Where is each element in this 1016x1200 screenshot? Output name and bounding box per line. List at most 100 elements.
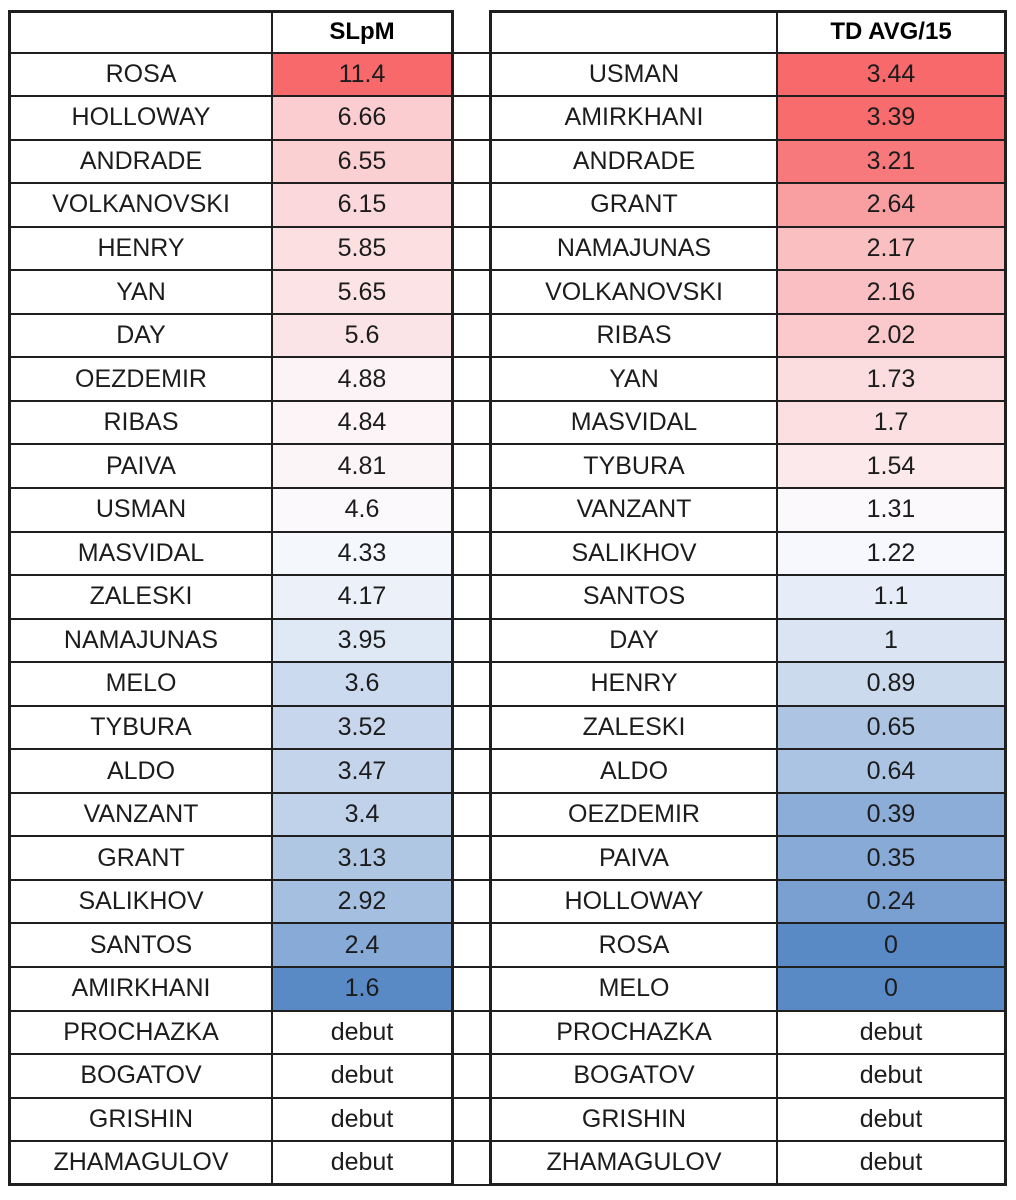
stat-value-cell: 3.4 [273, 793, 454, 838]
fighter-name-cell: SALIKHOV [8, 880, 273, 925]
fighter-name-cell: TYBURA [8, 706, 273, 751]
stat-value-cell: 1.54 [778, 445, 1007, 490]
fighter-name-cell: YAN [8, 271, 273, 315]
stats-heatmap-grid: SLpM TD AVG/15 ROSA 11.4 USMAN 3.44 HOLLOWAY 6.… [8, 10, 1007, 1186]
stat-value-cell: 0.65 [778, 706, 1007, 751]
fighter-name-cell: ANDRADE [8, 140, 273, 185]
stat-value-cell: debut [273, 1055, 454, 1099]
stat-value-cell: 2.16 [778, 271, 1007, 315]
spacer-cell [454, 489, 489, 533]
stat-value-cell: 6.66 [273, 97, 454, 141]
stat-value-cell: 1.6 [273, 968, 454, 1012]
fighter-name-cell: NAMAJUNAS [8, 619, 273, 664]
fighter-name-cell: MELO [489, 968, 778, 1012]
fighter-name-cell: USMAN [8, 489, 273, 533]
fighter-name-cell: GRISHIN [8, 1098, 273, 1143]
fighter-name-cell: MASVIDAL [489, 401, 778, 446]
stat-value-cell: 1.22 [778, 532, 1007, 577]
fighter-name-cell: DAY [8, 314, 273, 359]
fighter-name-cell: ALDO [489, 750, 778, 794]
stat-value-cell: 0.89 [778, 663, 1007, 707]
fighter-name-cell: AMIRKHANI [489, 97, 778, 141]
stat-value-cell: 0 [778, 968, 1007, 1012]
spacer-cell [454, 924, 489, 969]
fighter-name-cell: AMIRKHANI [8, 968, 273, 1012]
fighter-name-cell: HENRY [8, 227, 273, 272]
fighter-name-cell: MELO [8, 663, 273, 707]
stat-value-cell: 2.02 [778, 314, 1007, 359]
fighter-name-cell: TYBURA [489, 445, 778, 490]
spacer-cell [454, 532, 489, 577]
fighter-name-cell: ALDO [8, 750, 273, 794]
stat-value-cell: 0.64 [778, 750, 1007, 794]
stat-value-cell: debut [273, 1011, 454, 1056]
spacer-cell [454, 53, 489, 98]
stat-value-cell: 3.44 [778, 53, 1007, 98]
fighter-name-cell: USMAN [489, 53, 778, 98]
fighter-name-cell: ZALESKI [489, 706, 778, 751]
stat-value-cell: 1.31 [778, 489, 1007, 533]
fighter-name-cell: GRISHIN [489, 1098, 778, 1143]
stat-value-cell: 3.13 [273, 837, 454, 881]
stat-value-cell: 4.6 [273, 489, 454, 533]
stat-value-cell: 1.7 [778, 401, 1007, 446]
stat-value-cell: 5.6 [273, 314, 454, 359]
fighter-name-cell: HOLLOWAY [8, 97, 273, 141]
stat-value-cell: 1.73 [778, 358, 1007, 402]
spacer-cell [454, 1142, 489, 1186]
stat-value-cell: 0.35 [778, 837, 1007, 881]
spacer-cell [454, 184, 489, 228]
spacer-cell [454, 314, 489, 359]
stat-value-cell: 3.6 [273, 663, 454, 707]
spacer-cell [454, 140, 489, 185]
fighter-name-cell: HOLLOWAY [489, 880, 778, 925]
fighter-name-cell: SANTOS [489, 576, 778, 620]
spacer-cell [454, 576, 489, 620]
fighter-name-cell: PAIVA [489, 837, 778, 881]
stat-value-cell: 1 [778, 619, 1007, 664]
fighter-name-cell: VOLKANOVSKI [489, 271, 778, 315]
stat-value-cell: 6.15 [273, 184, 454, 228]
fighter-name-cell: ROSA [8, 53, 273, 98]
stat-value-cell: 2.4 [273, 924, 454, 969]
stat-value-cell: 1.1 [778, 576, 1007, 620]
stat-value-cell: 5.85 [273, 227, 454, 272]
stat-value-cell: 3.39 [778, 97, 1007, 141]
spacer-cell [454, 1098, 489, 1143]
stat-value-cell: 0.39 [778, 793, 1007, 838]
fighter-name-cell: ZHAMAGULOV [489, 1142, 778, 1186]
stat-value-cell: 5.65 [273, 271, 454, 315]
stat-value-cell: 6.55 [273, 140, 454, 185]
spacer-cell [454, 97, 489, 141]
stat-value-cell: 4.33 [273, 532, 454, 577]
spacer-cell [454, 968, 489, 1012]
fighter-name-cell: RIBAS [489, 314, 778, 359]
stat-value-cell: 4.81 [273, 445, 454, 490]
column-header-td-avg: TD AVG/15 [778, 10, 1007, 54]
stat-value-cell: debut [273, 1142, 454, 1186]
stat-value-cell: 4.84 [273, 401, 454, 446]
spacer-cell [454, 750, 489, 794]
stat-value-cell: debut [778, 1098, 1007, 1143]
fighter-name-cell: OEZDEMIR [8, 358, 273, 402]
fighter-name-cell: GRANT [489, 184, 778, 228]
fighter-name-cell: YAN [489, 358, 778, 402]
stat-value-cell: 2.17 [778, 227, 1007, 272]
fighter-name-cell: SANTOS [8, 924, 273, 969]
fighter-name-cell: VANZANT [8, 793, 273, 838]
spacer-cell [454, 10, 489, 54]
spacer-cell [454, 663, 489, 707]
fighter-name-cell: GRANT [8, 837, 273, 881]
stat-value-cell: 0 [778, 924, 1007, 969]
fighter-name-cell: VANZANT [489, 489, 778, 533]
fighter-name-cell: HENRY [489, 663, 778, 707]
spacer-cell [454, 358, 489, 402]
fighter-name-cell: PAIVA [8, 445, 273, 490]
stat-value-cell: debut [778, 1011, 1007, 1056]
fighter-name-cell: RIBAS [8, 401, 273, 446]
fighter-name-cell: ROSA [489, 924, 778, 969]
stat-value-cell: 4.17 [273, 576, 454, 620]
spacer-cell [454, 793, 489, 838]
fighter-name-cell: PROCHAZKA [489, 1011, 778, 1056]
stat-value-cell: 3.52 [273, 706, 454, 751]
